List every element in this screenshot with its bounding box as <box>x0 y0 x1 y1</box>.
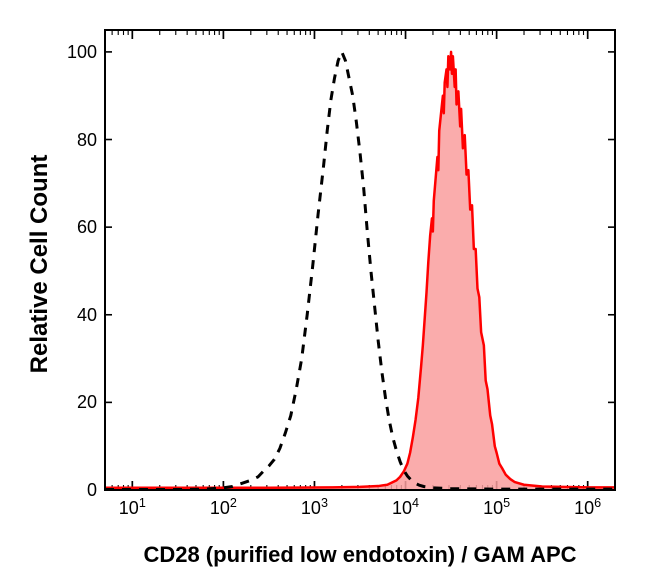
y-tick-label: 20 <box>53 392 97 413</box>
series-layer <box>105 52 615 490</box>
y-tick-label: 80 <box>53 130 97 151</box>
stained-line <box>105 52 615 488</box>
ticks-layer <box>105 30 615 490</box>
stained-fill <box>105 52 615 490</box>
y-tick-label: 60 <box>53 217 97 238</box>
y-tick-label: 0 <box>53 480 97 501</box>
x-tick-label: 106 <box>564 496 612 519</box>
y-tick-label: 40 <box>53 305 97 326</box>
x-tick-label: 103 <box>290 496 338 519</box>
y-tick-label: 100 <box>53 42 97 63</box>
flow-cytometry-histogram: Relative Cell Count CD28 (purified low e… <box>0 0 650 584</box>
plot-border <box>105 30 615 490</box>
x-tick-label: 105 <box>473 496 521 519</box>
x-tick-label: 104 <box>382 496 430 519</box>
x-tick-label: 102 <box>199 496 247 519</box>
control-line <box>105 52 615 490</box>
x-tick-label: 101 <box>108 496 156 519</box>
